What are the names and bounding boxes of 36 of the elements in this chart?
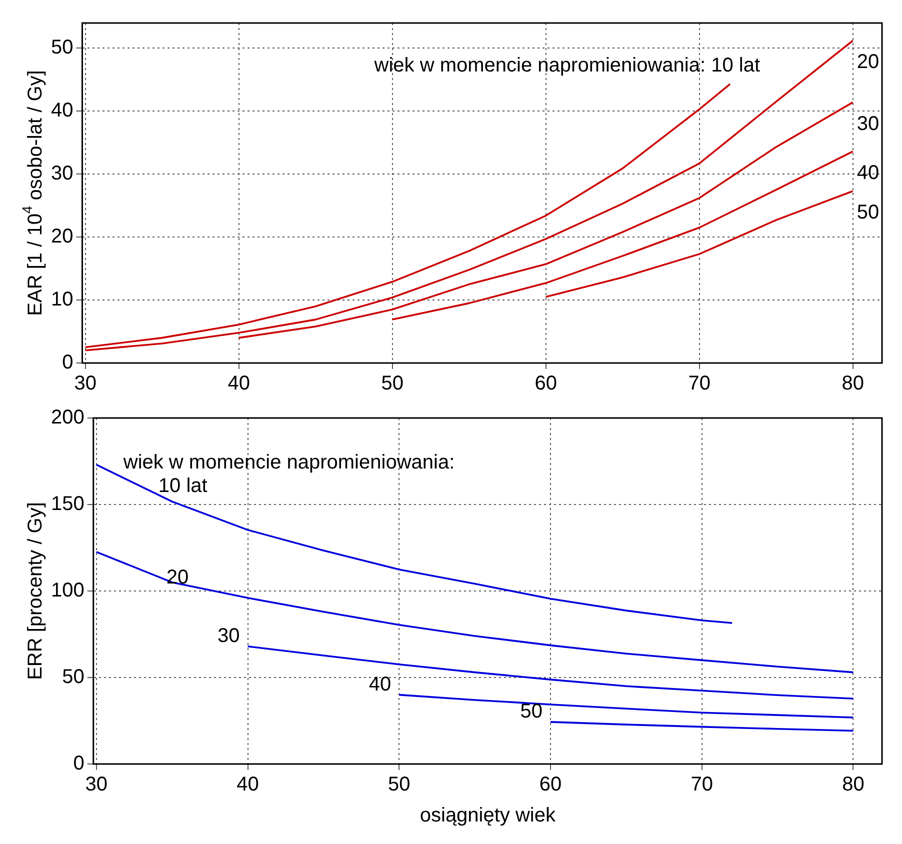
y-tick-label: 10 <box>50 288 74 311</box>
x-tick-label: 40 <box>228 372 250 395</box>
x-tick-label: 80 <box>842 774 864 796</box>
y-axis-title: ERR [procenty / Gy] <box>24 502 47 680</box>
x-tick-label: 30 <box>85 774 108 796</box>
x-axis-title: osiągnięty wiek <box>420 804 556 827</box>
y-tick-label: 50 <box>50 36 74 59</box>
series-label: 30 <box>218 624 240 647</box>
series-label: 30 <box>856 112 880 135</box>
x-tick-label: 60 <box>539 774 562 796</box>
x-tick-label: 70 <box>688 372 710 395</box>
y-tick-label: 30 <box>50 162 74 185</box>
series-label: 40 <box>368 673 392 696</box>
y-tick-label: 150 <box>50 493 84 516</box>
series-label: 20 <box>856 51 880 74</box>
y-tick-label: 200 <box>50 406 84 429</box>
x-tick-label: 60 <box>534 372 557 395</box>
y-tick-label: 100 <box>50 580 84 602</box>
series-label: 10 lat <box>158 475 208 498</box>
series-label: 50 <box>856 202 880 224</box>
x-tick-label: 80 <box>842 372 864 395</box>
y-axis-title: EAR [1 / 104 osobo-lat / Gy] <box>18 70 47 316</box>
y-tick-label: 0 <box>62 352 74 374</box>
x-tick-label: 40 <box>236 774 259 796</box>
y-tick-label: 40 <box>50 100 74 122</box>
y-tick-label: 20 <box>50 226 74 248</box>
y-tick-label: 50 <box>62 666 84 688</box>
series-label: 40 <box>856 162 880 184</box>
x-tick-label: 50 <box>381 372 404 395</box>
x-tick-label: 70 <box>690 774 713 796</box>
series-label: 50 <box>520 700 543 722</box>
y-tick-label: 0 <box>73 752 84 775</box>
series-label: 20 <box>166 566 189 588</box>
series-label: wiek w momencie napromieniowania: 10 lat <box>373 54 760 77</box>
x-tick-label: 50 <box>388 774 410 796</box>
annotation: wiek w momencie napromieniowania: <box>122 452 455 474</box>
